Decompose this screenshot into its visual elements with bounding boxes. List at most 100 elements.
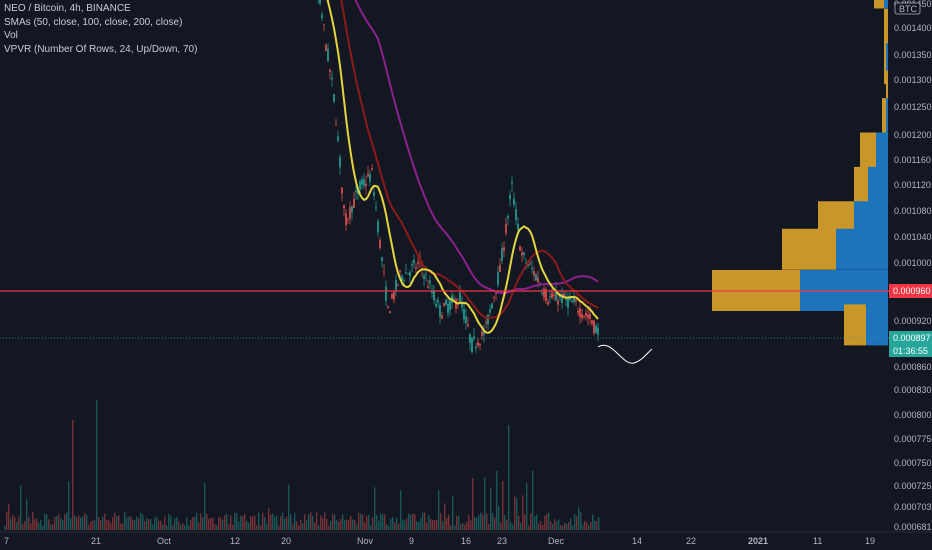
- volume-bar: [376, 514, 378, 530]
- candle-body: [415, 267, 417, 269]
- volume-bar: [168, 513, 170, 530]
- vpvr-up-bar: [884, 8, 888, 50]
- volume-bar: [204, 483, 206, 530]
- volume-bar: [560, 524, 562, 530]
- volume-bar: [556, 521, 558, 530]
- volume-bar: [278, 525, 280, 530]
- candle-body: [339, 157, 341, 168]
- candle-body: [481, 331, 483, 336]
- volume-bar: [314, 522, 316, 530]
- volume-bar: [578, 507, 580, 530]
- volume-bar: [122, 523, 124, 530]
- candle-body: [331, 78, 333, 80]
- volume-bar: [430, 519, 432, 530]
- volume-bar: [158, 520, 160, 530]
- volume-bar: [252, 516, 254, 530]
- sma-100-line: [340, 0, 599, 320]
- volume-bar: [318, 525, 320, 530]
- candle-body: [427, 286, 429, 288]
- candle-body: [497, 272, 499, 285]
- volume-bar: [424, 512, 426, 530]
- legend-symbol[interactable]: NEO / Bitcoin, 4h, BINANCE: [4, 3, 131, 14]
- volume-bar: [508, 425, 510, 530]
- volume-bar: [414, 513, 416, 530]
- volume-bar: [50, 524, 52, 530]
- candle-body: [577, 311, 579, 313]
- volume-bar: [192, 517, 194, 530]
- volume-bar: [486, 513, 488, 530]
- volume-bar: [236, 513, 238, 530]
- volume-bar: [16, 521, 18, 530]
- volume-bar: [292, 524, 294, 530]
- candle-body: [391, 294, 393, 299]
- time-axis[interactable]: 7 21 Oct 12 20 Nov 9 16 23 Dec 14 22 2021 11 19: [0, 531, 932, 550]
- legend-vol[interactable]: Vol: [4, 30, 18, 41]
- candle-body: [553, 294, 555, 296]
- volume-bar: [180, 525, 182, 530]
- candle-body: [515, 209, 517, 221]
- volume-bar: [510, 522, 512, 530]
- candle-body: [543, 288, 545, 298]
- volume-bar: [328, 525, 330, 530]
- candle-body: [355, 190, 357, 193]
- volume-bar: [224, 515, 226, 530]
- price-tick-label: 0.001300: [894, 75, 932, 85]
- candle-body: [591, 320, 593, 324]
- volume-bar: [152, 524, 154, 530]
- price-axis-bg: [889, 0, 932, 550]
- candle-body: [531, 267, 533, 270]
- volume-bar: [344, 520, 346, 530]
- volume-bar: [102, 516, 104, 530]
- volume-bar: [234, 512, 236, 530]
- volume-bar: [240, 515, 242, 530]
- volume-bar: [576, 516, 578, 530]
- volume-bar: [20, 485, 22, 530]
- volume-bar: [342, 514, 344, 530]
- candles: [317, 0, 599, 355]
- volume-bar: [452, 495, 454, 530]
- candle-body: [439, 305, 441, 317]
- candle-body: [397, 284, 399, 285]
- volume-bar: [104, 513, 106, 530]
- price-axis[interactable]: 0.0014500.0014000.0013500.0013000.001250…: [889, 0, 932, 550]
- time-tick-label: Oct: [157, 536, 172, 546]
- volume-bar: [354, 519, 356, 530]
- candle-body: [469, 334, 471, 343]
- volume-bar: [382, 514, 384, 530]
- projection-path: [597, 344, 653, 364]
- volume-bar: [322, 518, 324, 530]
- legend-sma[interactable]: SMAs (50, close, 100, close, 200, close): [4, 16, 183, 28]
- candle-body: [523, 252, 525, 255]
- volume-bar: [46, 514, 48, 530]
- volume-bar: [312, 515, 314, 530]
- candle-body: [487, 314, 489, 325]
- candle-body: [445, 299, 447, 305]
- candle-body: [495, 293, 497, 294]
- volume-bar: [498, 506, 500, 530]
- volume-bar: [218, 516, 220, 530]
- candle-body: [463, 308, 465, 320]
- volume-bar: [186, 517, 188, 530]
- candle-body: [379, 239, 381, 248]
- volume-bar: [190, 519, 192, 530]
- legend-vpvr[interactable]: VPVR (Number Of Rows, 24, Up/Down, 70): [4, 43, 198, 55]
- price-tick-label: 0.001200: [894, 130, 932, 140]
- candle-body: [359, 181, 361, 190]
- volume-bar: [272, 513, 274, 530]
- volume-bar: [32, 512, 34, 530]
- volume-bar: [188, 525, 190, 530]
- volume-bar: [448, 514, 450, 530]
- price-tick-label: 0.001040: [894, 232, 932, 242]
- volume-bar: [34, 519, 36, 530]
- candle-body: [509, 195, 511, 200]
- volume-bar: [544, 515, 546, 530]
- volume-bar: [226, 513, 228, 530]
- vpvr-down-bar: [866, 304, 888, 346]
- volume-bar: [4, 525, 6, 530]
- volume-bar: [472, 478, 474, 530]
- candle-body: [383, 271, 385, 273]
- candle-body: [335, 123, 337, 125]
- volume-bar: [208, 518, 210, 530]
- time-tick-label: 9: [409, 536, 414, 546]
